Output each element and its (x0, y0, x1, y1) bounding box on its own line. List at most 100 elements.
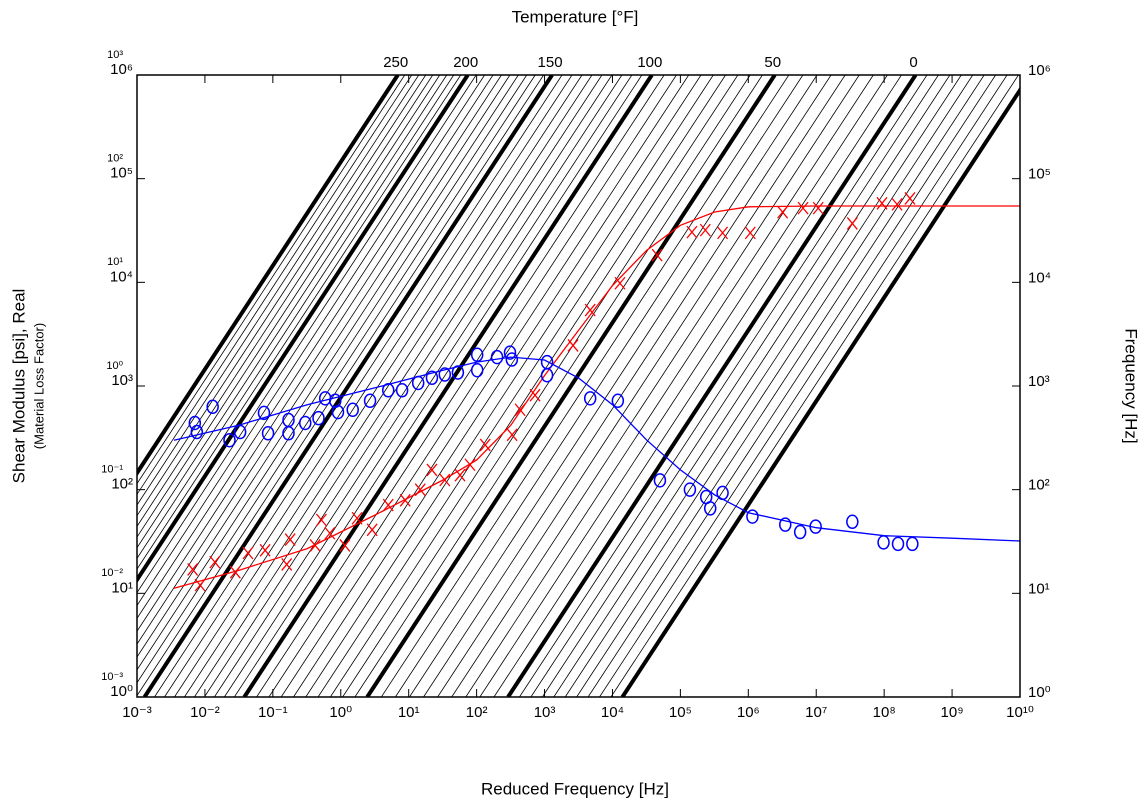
loss-factor-point (505, 352, 519, 367)
loss-factor-point (703, 501, 717, 516)
isotherm-minor (184, 75, 593, 697)
modulus-point (846, 217, 858, 230)
isotherm-minor (256, 75, 665, 697)
loss-factor-point (261, 426, 275, 441)
x-tick-label: 10² (466, 704, 488, 721)
modulus-point (382, 498, 394, 512)
y-tick-label: 10¹ (111, 579, 133, 596)
y2-tick-label: 10⁶ (1028, 62, 1051, 79)
loss-tick-label: 10⁻¹ (101, 464, 123, 476)
isotherm-minor (553, 75, 962, 697)
temperature-label: 200 (453, 54, 478, 71)
loss-factor-point (411, 375, 425, 391)
isotherm-minor (479, 75, 888, 697)
isotherm-minor (204, 75, 613, 697)
x-tick-label: 10⁵ (669, 704, 692, 721)
x-tick-label: 10⁸ (873, 704, 896, 721)
isotherm-major (142, 75, 554, 697)
fit-curve (173, 356, 1020, 542)
isotherm-minor (576, 75, 985, 697)
x-tick-label: 10⁰ (329, 704, 352, 721)
modulus-point (876, 196, 888, 210)
isotherm-minor (610, 75, 1019, 697)
loss-factor-point (425, 370, 439, 386)
x-tick-label: 10⁷ (805, 704, 827, 721)
isotherm-minor (530, 75, 939, 697)
x-axis-title: Reduced Frequency [Hz] (481, 779, 669, 798)
modulus-point (686, 225, 698, 239)
modulus-point (891, 197, 903, 211)
modulus-point (744, 226, 756, 240)
modulus-point (797, 201, 809, 215)
isotherm-minor (137, 75, 502, 632)
modulus-point (414, 483, 426, 497)
isotherm-minor (224, 75, 633, 697)
modulus-point (614, 276, 626, 290)
loss-factor-point (906, 536, 919, 552)
modulus-point (351, 511, 363, 525)
isotherm-minor (293, 75, 702, 697)
loss-factor-point (490, 349, 504, 365)
isotherm-minor (465, 75, 874, 697)
isotherm-minor (599, 75, 1008, 697)
isotherm-minor (137, 75, 477, 594)
x-tick-label: 10⁴ (601, 704, 624, 721)
isotherm-major (242, 75, 654, 697)
loss-factor-point (188, 415, 202, 431)
modulus-point (242, 546, 254, 560)
loss-factor-point (891, 536, 905, 552)
isotherm-minor (174, 75, 583, 697)
loss-factor-point (331, 404, 345, 420)
temperature-label: 100 (637, 54, 662, 71)
modulus-point (284, 533, 296, 546)
x-tick-label: 10⁻³ (122, 704, 152, 721)
isotherm-major (365, 75, 777, 697)
loss-tick-label: 10² (107, 153, 123, 165)
loss-factor-point (846, 514, 859, 530)
modulus-point (514, 403, 526, 417)
loss-factor-point (470, 362, 484, 378)
loss-tick-label: 10⁻³ (101, 671, 123, 683)
loss-tick-label: 10³ (107, 49, 123, 61)
isotherm-minor (164, 75, 573, 697)
isotherm-minor (137, 75, 427, 517)
loss-factor-point (363, 393, 377, 409)
y2-tick-label: 10⁰ (1028, 684, 1051, 701)
loss-factor-point (395, 382, 409, 398)
isotherm-major (620, 86, 1020, 697)
isotherm-minor (137, 75, 455, 560)
modulus-point (366, 523, 378, 537)
modulus-point (584, 303, 596, 317)
y-tick-label: 10⁰ (110, 683, 133, 700)
isotherm-minor (437, 75, 846, 697)
y2-tick-label: 10² (1028, 477, 1050, 494)
y-tick-label: 10³ (111, 372, 133, 389)
loss-factor-point (683, 482, 697, 497)
loss-tick-label: 10¹ (107, 256, 123, 268)
loss-factor-point (223, 432, 236, 448)
isotherm-minor (268, 75, 677, 697)
modulus-point (464, 458, 476, 472)
modulus-point (439, 473, 451, 487)
isotherm-minor (305, 75, 714, 697)
modulus-point (529, 388, 541, 402)
loss-factor-point (346, 402, 359, 418)
modulus-point (187, 563, 199, 576)
modulus-point (904, 191, 916, 205)
loss-factor-point (540, 367, 554, 383)
modulus-point (699, 223, 711, 237)
isotherm-minor (233, 75, 643, 697)
modulus-point (209, 555, 221, 569)
y-tick-label: 10⁵ (110, 165, 133, 182)
modulus-point (281, 558, 293, 571)
modulus-point (229, 565, 241, 579)
y2-tick-label: 10¹ (1028, 580, 1050, 597)
isotherm-minor (154, 75, 563, 697)
isotherm-minor (317, 75, 726, 697)
isotherm-minor (137, 75, 441, 538)
isotherm-minor (137, 75, 494, 620)
x-tick-label: 10⁶ (737, 704, 760, 721)
loss-factor-point (779, 517, 792, 532)
isotherm-major (137, 75, 470, 584)
